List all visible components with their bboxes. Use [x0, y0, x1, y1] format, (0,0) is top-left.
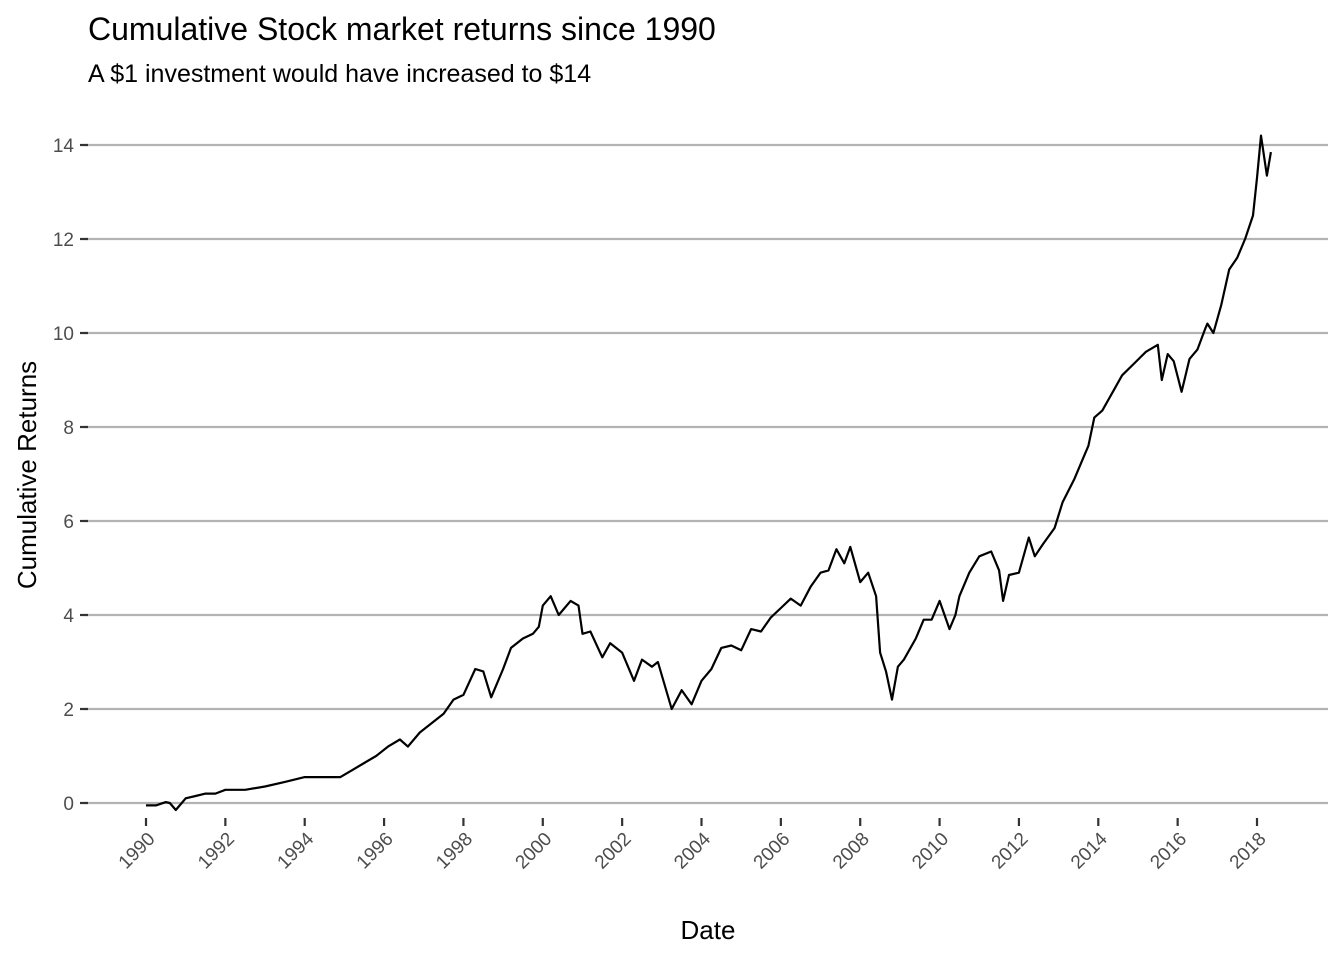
series-layer — [146, 134, 1272, 812]
x-tick-label: 2012 — [988, 829, 1033, 874]
x-tick-label: 2004 — [670, 828, 715, 873]
x-tick-label: 2000 — [512, 829, 557, 874]
x-tick-label: 1990 — [115, 829, 160, 874]
x-tick-label: 1992 — [194, 829, 239, 874]
x-tick-label: 2002 — [591, 829, 636, 874]
y-tick-label: 6 — [63, 512, 74, 533]
x-tick-label: 1998 — [432, 829, 477, 874]
chart-title: Cumulative Stock market returns since 19… — [88, 11, 716, 47]
y-tick-label: 4 — [63, 606, 74, 627]
x-tick-label: 2006 — [750, 829, 795, 874]
x-tick-label: 2008 — [829, 829, 874, 874]
series-line-0 — [146, 134, 1272, 812]
gridlines — [84, 143, 1328, 805]
y-tick-label: 2 — [63, 700, 74, 721]
y-tick-label: 12 — [53, 230, 74, 251]
x-tick-label: 2014 — [1067, 828, 1112, 873]
x-tick-label: 2016 — [1146, 829, 1191, 874]
y-axis-ticks: 0 2 4 6 8 10 12 14 — [53, 136, 88, 815]
y-tick-label: 14 — [53, 136, 75, 157]
y-axis-title: Cumulative Returns — [12, 361, 42, 589]
x-tick-label: 2018 — [1226, 829, 1271, 874]
chart-subtitle: A $1 investment would have increased to … — [88, 60, 591, 88]
x-axis-title: Date — [681, 915, 736, 945]
y-tick-label: 0 — [63, 794, 74, 815]
x-tick-label: 2010 — [908, 829, 953, 874]
x-axis-ticks: 1990 1992 1994 1996 1998 2000 2002 2004 2006 2008… — [115, 818, 1271, 873]
x-tick-label: 1996 — [353, 829, 398, 874]
x-tick-label: 1994 — [274, 828, 319, 873]
y-tick-label: 8 — [63, 418, 74, 439]
y-tick-label: 10 — [53, 324, 74, 345]
